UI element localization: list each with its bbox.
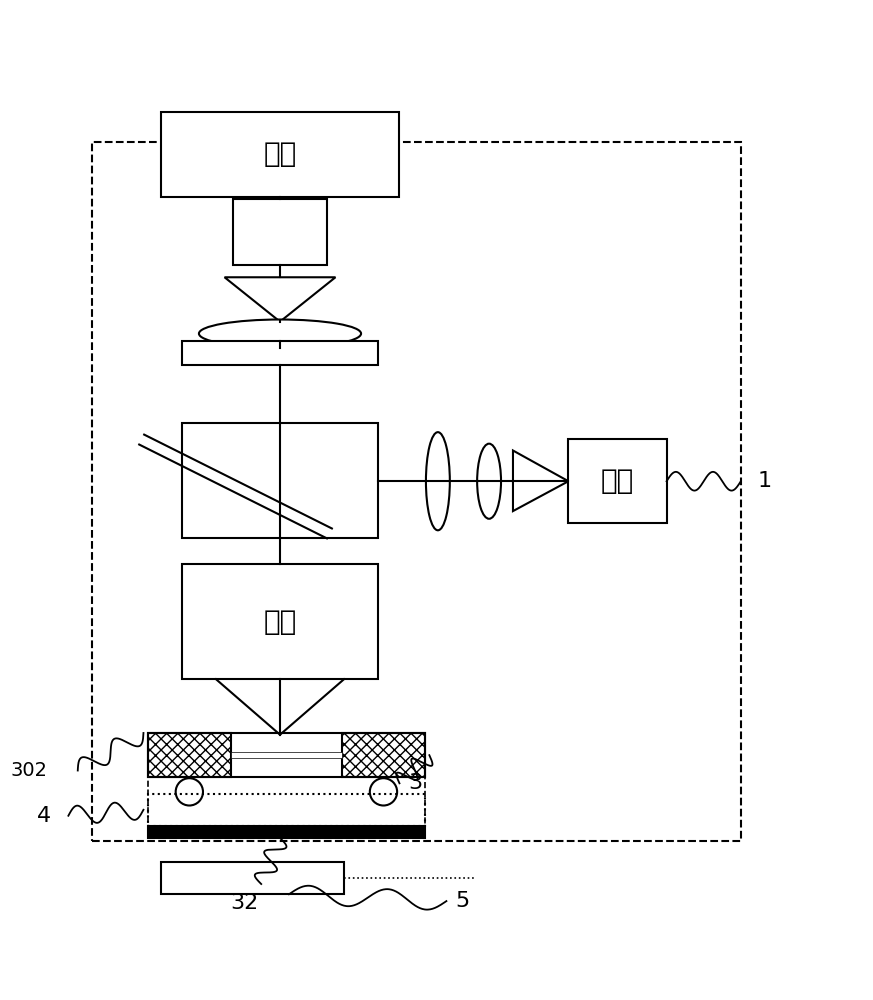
Bar bbox=[233, 199, 327, 265]
Bar bbox=[182, 564, 378, 679]
Text: 4: 4 bbox=[38, 806, 52, 826]
Text: 1: 1 bbox=[758, 471, 772, 491]
Bar bbox=[148, 733, 231, 777]
Circle shape bbox=[175, 778, 203, 806]
Text: 物镜: 物镜 bbox=[264, 608, 297, 636]
Ellipse shape bbox=[199, 320, 361, 348]
Bar bbox=[161, 862, 344, 894]
Bar bbox=[148, 733, 425, 777]
Text: 3: 3 bbox=[408, 773, 423, 793]
Polygon shape bbox=[513, 451, 568, 511]
Bar bbox=[182, 341, 378, 365]
Circle shape bbox=[370, 778, 397, 806]
Bar bbox=[568, 439, 667, 523]
Ellipse shape bbox=[426, 432, 450, 530]
Bar bbox=[161, 112, 400, 197]
Text: 32: 32 bbox=[230, 893, 258, 913]
Bar bbox=[148, 826, 425, 838]
Bar bbox=[231, 752, 342, 758]
Polygon shape bbox=[224, 277, 335, 322]
Text: 5: 5 bbox=[455, 891, 469, 911]
Text: 相机: 相机 bbox=[264, 140, 297, 168]
Bar bbox=[93, 142, 741, 841]
Text: 302: 302 bbox=[10, 761, 48, 780]
Ellipse shape bbox=[478, 444, 501, 519]
Bar bbox=[148, 733, 425, 838]
Text: 光源: 光源 bbox=[601, 467, 634, 495]
Bar bbox=[182, 423, 378, 538]
Bar bbox=[342, 733, 425, 777]
Bar bbox=[148, 794, 425, 826]
Bar bbox=[148, 794, 425, 826]
